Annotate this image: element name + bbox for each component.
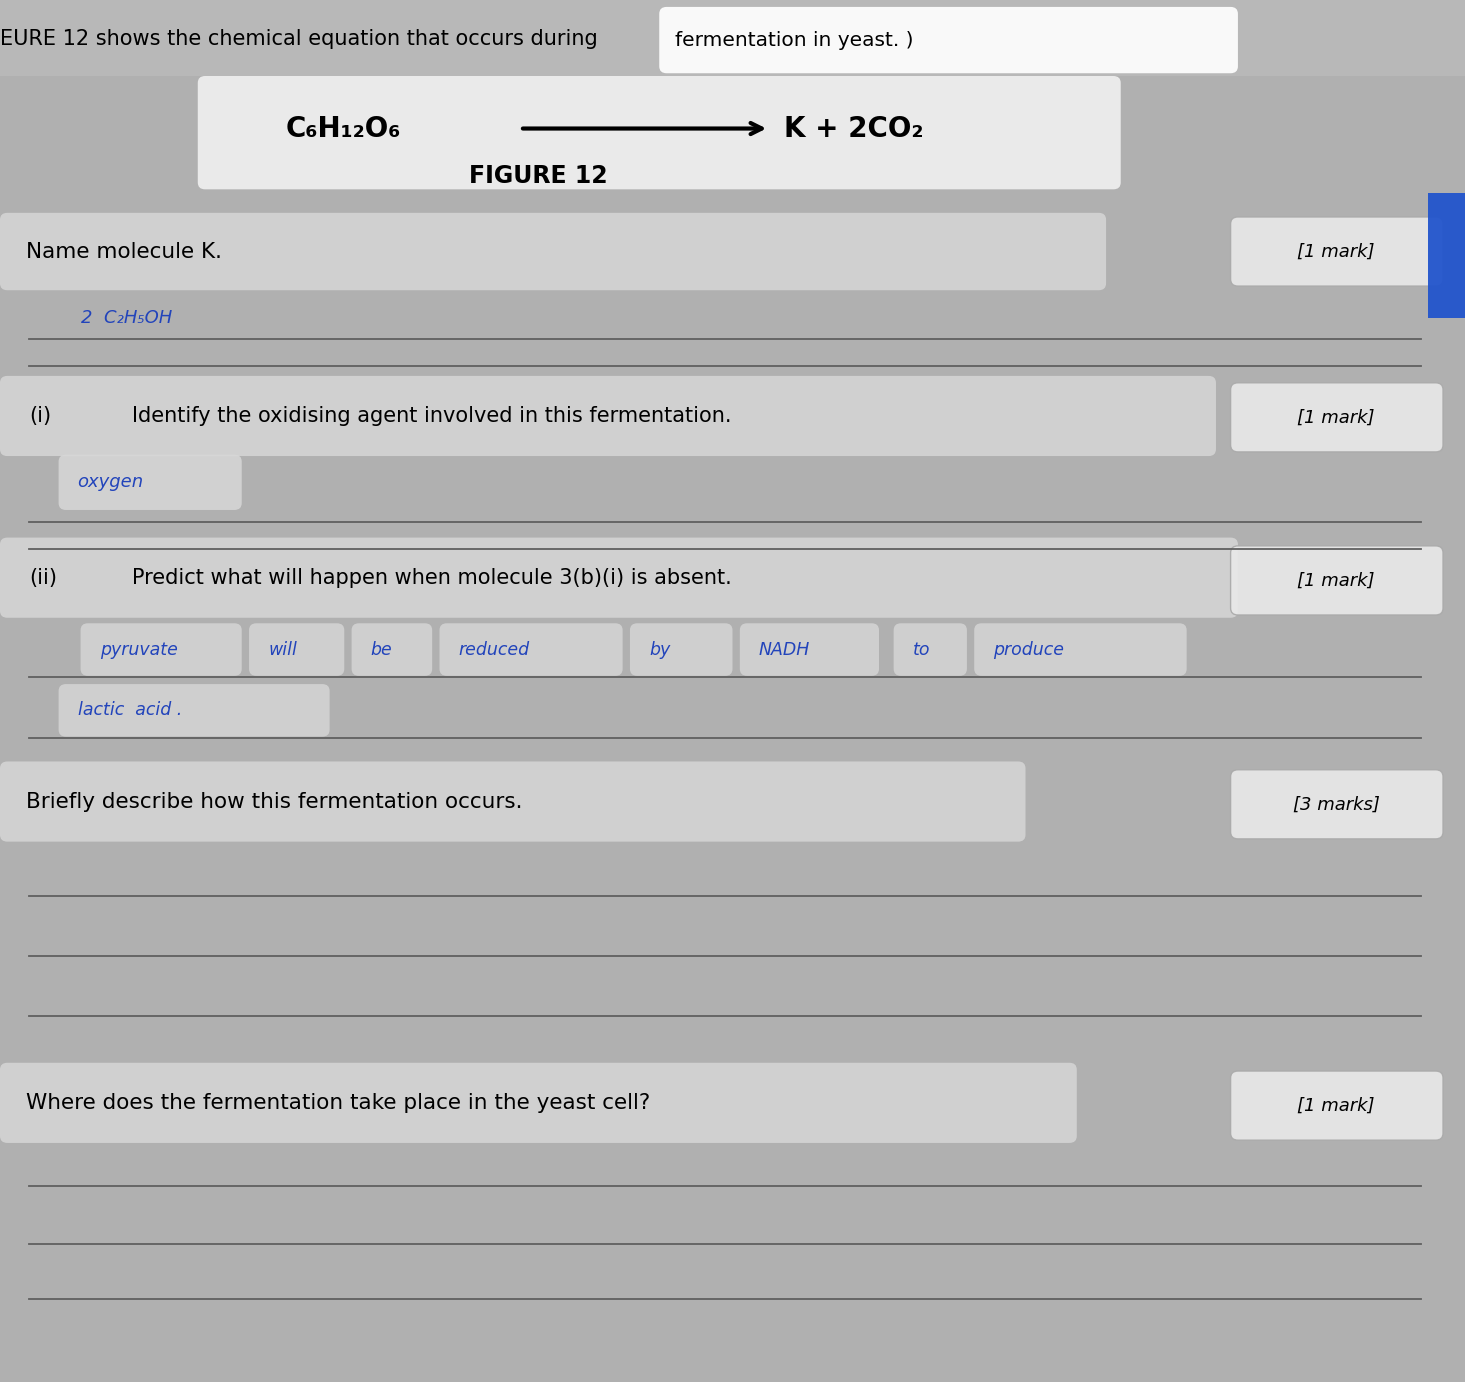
Text: oxygen: oxygen: [78, 473, 144, 492]
Text: to: to: [913, 640, 930, 659]
Text: [1 mark]: [1 mark]: [1298, 408, 1374, 427]
Text: lactic  acid .: lactic acid .: [78, 701, 182, 720]
Text: Name molecule K.: Name molecule K.: [26, 242, 223, 261]
Text: FIGURE 12: FIGURE 12: [469, 163, 608, 188]
Text: (i): (i): [29, 406, 51, 426]
FancyBboxPatch shape: [59, 684, 330, 737]
Text: C₆H₁₂O₆: C₆H₁₂O₆: [286, 115, 401, 142]
FancyBboxPatch shape: [659, 7, 1238, 73]
Text: Identify the oxidising agent involved in this fermentation.: Identify the oxidising agent involved in…: [132, 406, 731, 426]
Text: [1 mark]: [1 mark]: [1298, 1096, 1374, 1115]
Text: 2  C₂H₅OH: 2 C₂H₅OH: [81, 308, 171, 328]
Text: produce: produce: [993, 640, 1064, 659]
FancyBboxPatch shape: [0, 538, 1238, 618]
FancyBboxPatch shape: [0, 1063, 1077, 1143]
FancyBboxPatch shape: [0, 213, 1106, 290]
FancyBboxPatch shape: [0, 376, 1216, 456]
FancyBboxPatch shape: [1231, 770, 1443, 839]
Text: fermentation in yeast. ): fermentation in yeast. ): [675, 30, 914, 50]
FancyBboxPatch shape: [440, 623, 623, 676]
Text: reduced: reduced: [459, 640, 530, 659]
FancyBboxPatch shape: [198, 76, 1121, 189]
FancyBboxPatch shape: [352, 623, 432, 676]
FancyBboxPatch shape: [1231, 1071, 1443, 1140]
FancyBboxPatch shape: [1231, 217, 1443, 286]
Text: (ii): (ii): [29, 568, 57, 587]
Text: pyruvate: pyruvate: [100, 640, 177, 659]
FancyBboxPatch shape: [894, 623, 967, 676]
Text: EURE 12 shows the chemical equation that occurs during: EURE 12 shows the chemical equation that…: [0, 29, 598, 48]
FancyBboxPatch shape: [1231, 546, 1443, 615]
Text: be: be: [371, 640, 393, 659]
FancyBboxPatch shape: [1231, 383, 1443, 452]
Text: Predict what will happen when molecule 3(b)(i) is absent.: Predict what will happen when molecule 3…: [132, 568, 731, 587]
FancyBboxPatch shape: [59, 455, 242, 510]
Text: K + 2CO₂: K + 2CO₂: [784, 115, 923, 142]
FancyBboxPatch shape: [0, 0, 1465, 76]
Text: will: will: [268, 640, 297, 659]
FancyBboxPatch shape: [249, 623, 344, 676]
Text: [1 mark]: [1 mark]: [1298, 242, 1374, 261]
FancyBboxPatch shape: [740, 623, 879, 676]
FancyBboxPatch shape: [974, 623, 1187, 676]
Text: by: by: [649, 640, 671, 659]
FancyBboxPatch shape: [630, 623, 732, 676]
Text: Where does the fermentation take place in the yeast cell?: Where does the fermentation take place i…: [26, 1093, 650, 1113]
Text: [1 mark]: [1 mark]: [1298, 571, 1374, 590]
FancyBboxPatch shape: [0, 761, 1026, 842]
Text: [3 marks]: [3 marks]: [1292, 795, 1380, 814]
FancyBboxPatch shape: [1428, 193, 1465, 318]
Text: Briefly describe how this fermentation occurs.: Briefly describe how this fermentation o…: [26, 792, 523, 811]
Text: NADH: NADH: [759, 640, 810, 659]
FancyBboxPatch shape: [81, 623, 242, 676]
